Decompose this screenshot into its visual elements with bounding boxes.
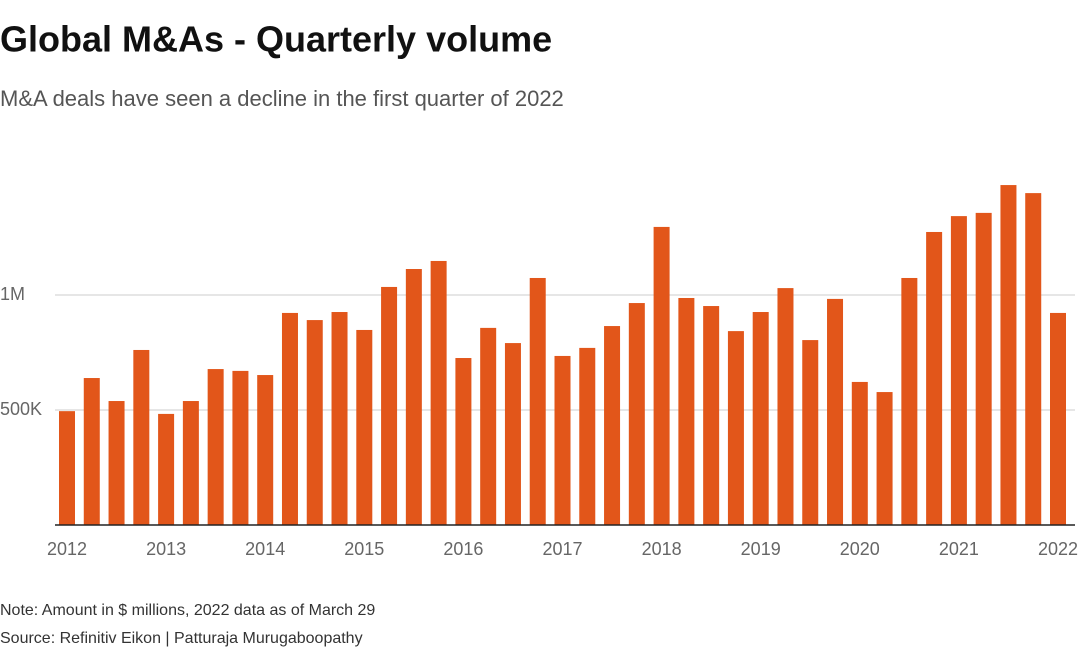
bar <box>207 369 224 525</box>
bar <box>356 329 373 525</box>
note: Note: Amount in $ millions, 2022 data as… <box>0 602 375 619</box>
x-tick-label: 2021 <box>939 539 979 559</box>
bar <box>83 378 100 525</box>
bar <box>628 303 645 525</box>
x-tick-label: 2014 <box>245 539 285 559</box>
x-tick-label: 2019 <box>741 539 781 559</box>
bar <box>851 381 868 525</box>
bar <box>133 349 150 525</box>
bar <box>950 216 967 526</box>
bar <box>1025 193 1042 526</box>
x-tick-label: 2015 <box>344 539 384 559</box>
y-tick-label: 500K <box>0 399 42 419</box>
bar <box>579 347 596 525</box>
x-tick-label: 2020 <box>840 539 880 559</box>
bar <box>1000 185 1017 525</box>
bar <box>554 355 571 525</box>
bar <box>926 231 943 526</box>
bar <box>504 343 521 525</box>
bar <box>678 297 695 525</box>
bar <box>876 392 893 525</box>
chart-title: Global M&As - Quarterly volume <box>0 19 552 60</box>
source: Source: Refinitiv Eikon | Patturaja Muru… <box>0 630 363 647</box>
bar <box>455 358 472 525</box>
x-tick-label: 2018 <box>642 539 682 559</box>
bar <box>381 286 398 525</box>
x-tick-label: 2022 <box>1038 539 1078 559</box>
bar <box>405 269 422 525</box>
bar <box>1050 312 1066 525</box>
bar <box>901 277 918 525</box>
bar <box>232 370 249 525</box>
bar <box>59 411 75 525</box>
bar <box>827 298 844 525</box>
bar <box>158 413 175 525</box>
bar <box>182 401 199 525</box>
x-tick-label: 2013 <box>146 539 186 559</box>
chart-subtitle: M&A deals have seen a decline in the fir… <box>0 86 564 111</box>
bar <box>802 340 819 525</box>
y-tick-label: 1M <box>0 284 25 304</box>
bar <box>975 212 992 525</box>
bar <box>727 331 744 525</box>
x-tick-label: 2017 <box>542 539 582 559</box>
bar <box>604 326 621 525</box>
bar <box>529 277 546 525</box>
bar <box>306 320 323 525</box>
x-tick-label: 2016 <box>443 539 483 559</box>
bar <box>430 260 447 525</box>
bar <box>257 375 274 525</box>
x-tick-label: 2012 <box>47 539 87 559</box>
bar <box>108 401 125 525</box>
bar <box>777 288 794 525</box>
bar <box>281 312 298 525</box>
bar <box>752 312 769 525</box>
bar <box>653 226 670 526</box>
bar <box>331 312 348 525</box>
bar <box>703 306 720 525</box>
bar <box>480 327 497 525</box>
